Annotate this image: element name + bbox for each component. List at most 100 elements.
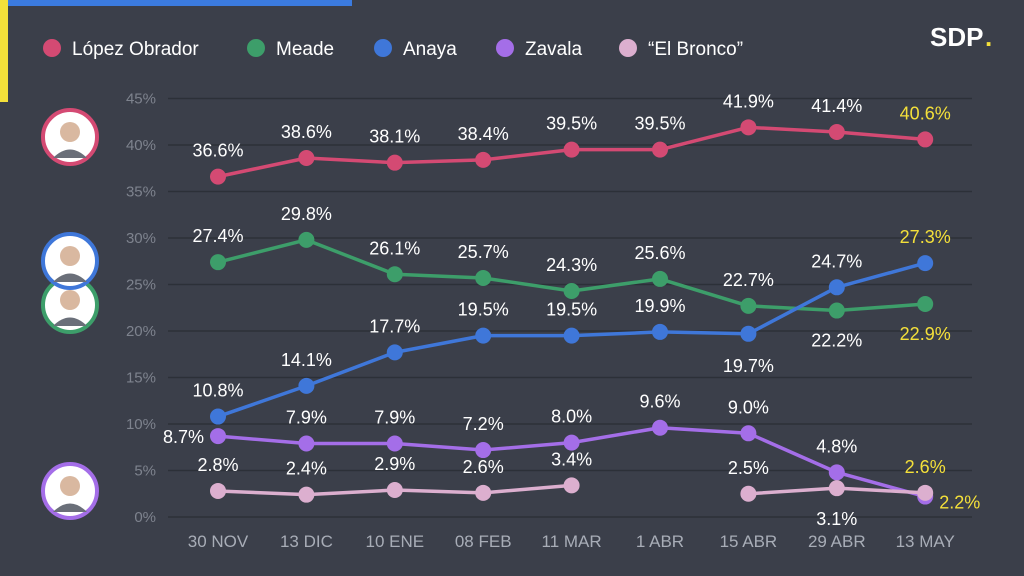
- data-label: 26.1%: [369, 238, 420, 258]
- y-tick-label: 0%: [134, 509, 156, 526]
- data-label: 27.4%: [192, 226, 243, 246]
- data-label: 19.5%: [458, 300, 509, 320]
- y-tick-label: 40%: [126, 137, 156, 154]
- data-label: 36.6%: [192, 141, 243, 161]
- data-point: [563, 477, 580, 494]
- portrait-icon: [60, 290, 80, 310]
- data-label: 38.4%: [458, 124, 509, 144]
- data-point: [917, 255, 934, 272]
- avatar: [41, 462, 99, 520]
- data-label: 41.9%: [723, 91, 774, 111]
- data-point: [298, 231, 315, 248]
- data-point: [298, 435, 315, 452]
- y-tick-label: 15%: [126, 370, 156, 387]
- data-point: [475, 442, 492, 459]
- top-accent-bar: [0, 0, 352, 6]
- y-tick-label: 45%: [126, 91, 156, 108]
- y-tick-label: 25%: [126, 277, 156, 294]
- data-point: [386, 435, 403, 452]
- avatar: [41, 232, 99, 290]
- data-label: 17.7%: [369, 316, 420, 336]
- y-tick-label: 30%: [126, 230, 156, 247]
- portrait-body-icon: [53, 503, 87, 512]
- data-point: [917, 484, 934, 501]
- data-label: 38.6%: [281, 122, 332, 142]
- x-tick-label: 29 ABR: [808, 532, 866, 551]
- data-label: 8.0%: [551, 407, 592, 427]
- data-label: 25.6%: [634, 243, 685, 263]
- data-label: 7.2%: [463, 414, 504, 434]
- data-label: 2.8%: [197, 455, 238, 475]
- data-label: 2.6%: [905, 457, 946, 477]
- data-point: [386, 266, 403, 283]
- data-point: [386, 154, 403, 171]
- legend-marker: [247, 39, 265, 57]
- legend-label: Anaya: [403, 39, 457, 60]
- data-point: [298, 377, 315, 394]
- data-point: [563, 327, 580, 344]
- x-tick-label: 1 ABR: [636, 532, 684, 551]
- y-tick-label: 10%: [126, 416, 156, 433]
- data-point: [828, 464, 845, 481]
- data-label: 2.4%: [286, 459, 327, 479]
- data-label: 2.2%: [939, 493, 980, 513]
- data-label: 40.6%: [900, 103, 951, 123]
- data-point: [298, 150, 315, 167]
- portrait-body-icon: [53, 149, 87, 158]
- side-accent-bar: [0, 0, 8, 102]
- data-label: 2.5%: [728, 458, 769, 478]
- data-point: [652, 141, 668, 158]
- legend-marker: [43, 39, 61, 57]
- y-tick-label: 5%: [134, 463, 156, 480]
- data-label: 24.3%: [546, 255, 597, 275]
- data-label: 14.1%: [281, 350, 332, 370]
- data-point: [563, 434, 580, 451]
- data-label: 2.6%: [463, 457, 504, 477]
- x-axis: 30 NOV 13 DIC 10 ENE 08 FEB 11 MAR 1 ABR 15 AB…: [188, 532, 955, 551]
- sdp-logo: SDP .: [930, 22, 992, 52]
- x-tick-label: 13 MAY: [896, 532, 955, 551]
- x-tick-label: 11 MAR: [542, 532, 602, 551]
- data-label: 9.0%: [728, 397, 769, 417]
- x-tick-label: 08 FEB: [455, 532, 512, 551]
- data-point: [652, 270, 668, 287]
- x-tick-label: 13 DIC: [280, 532, 333, 551]
- data-label: 41.4%: [811, 96, 862, 116]
- data-label: 29.8%: [281, 204, 332, 224]
- data-point: [563, 283, 580, 300]
- data-point: [210, 482, 226, 499]
- portrait-body-icon: [53, 273, 87, 282]
- data-point: [917, 131, 934, 148]
- data-point: [386, 482, 403, 499]
- data-point: [210, 254, 226, 271]
- data-point: [210, 408, 226, 425]
- portrait-icon: [60, 476, 80, 496]
- legend: López Obrador Meade Anaya Zavala “El Bronco”: [43, 39, 743, 60]
- legend-label: Zavala: [525, 39, 582, 60]
- data-point: [475, 327, 492, 344]
- data-point: [563, 141, 580, 158]
- data-label: 24.7%: [811, 251, 862, 271]
- data-label: 8.7%: [163, 427, 204, 447]
- data-point: [740, 485, 757, 502]
- data-label: 27.3%: [900, 227, 951, 247]
- data-label: 39.5%: [634, 114, 685, 134]
- data-point: [828, 279, 845, 296]
- data-point: [917, 296, 934, 313]
- candidate-avatars: [41, 108, 99, 520]
- data-label: 38.1%: [369, 127, 420, 147]
- portrait-body-icon: [53, 317, 87, 326]
- data-label: 25.7%: [458, 242, 509, 262]
- portrait-icon: [60, 246, 80, 266]
- data-label: 9.6%: [639, 392, 680, 412]
- x-tick-label: 10 ENE: [366, 532, 425, 551]
- data-label: 7.9%: [374, 408, 415, 428]
- logo-dot: .: [985, 22, 992, 52]
- data-label: 3.1%: [816, 509, 857, 529]
- x-tick-label: 30 NOV: [188, 532, 249, 551]
- data-point: [740, 425, 757, 442]
- legend-label: Meade: [276, 39, 334, 60]
- y-tick-label: 20%: [126, 323, 156, 340]
- data-label: 19.9%: [634, 296, 685, 316]
